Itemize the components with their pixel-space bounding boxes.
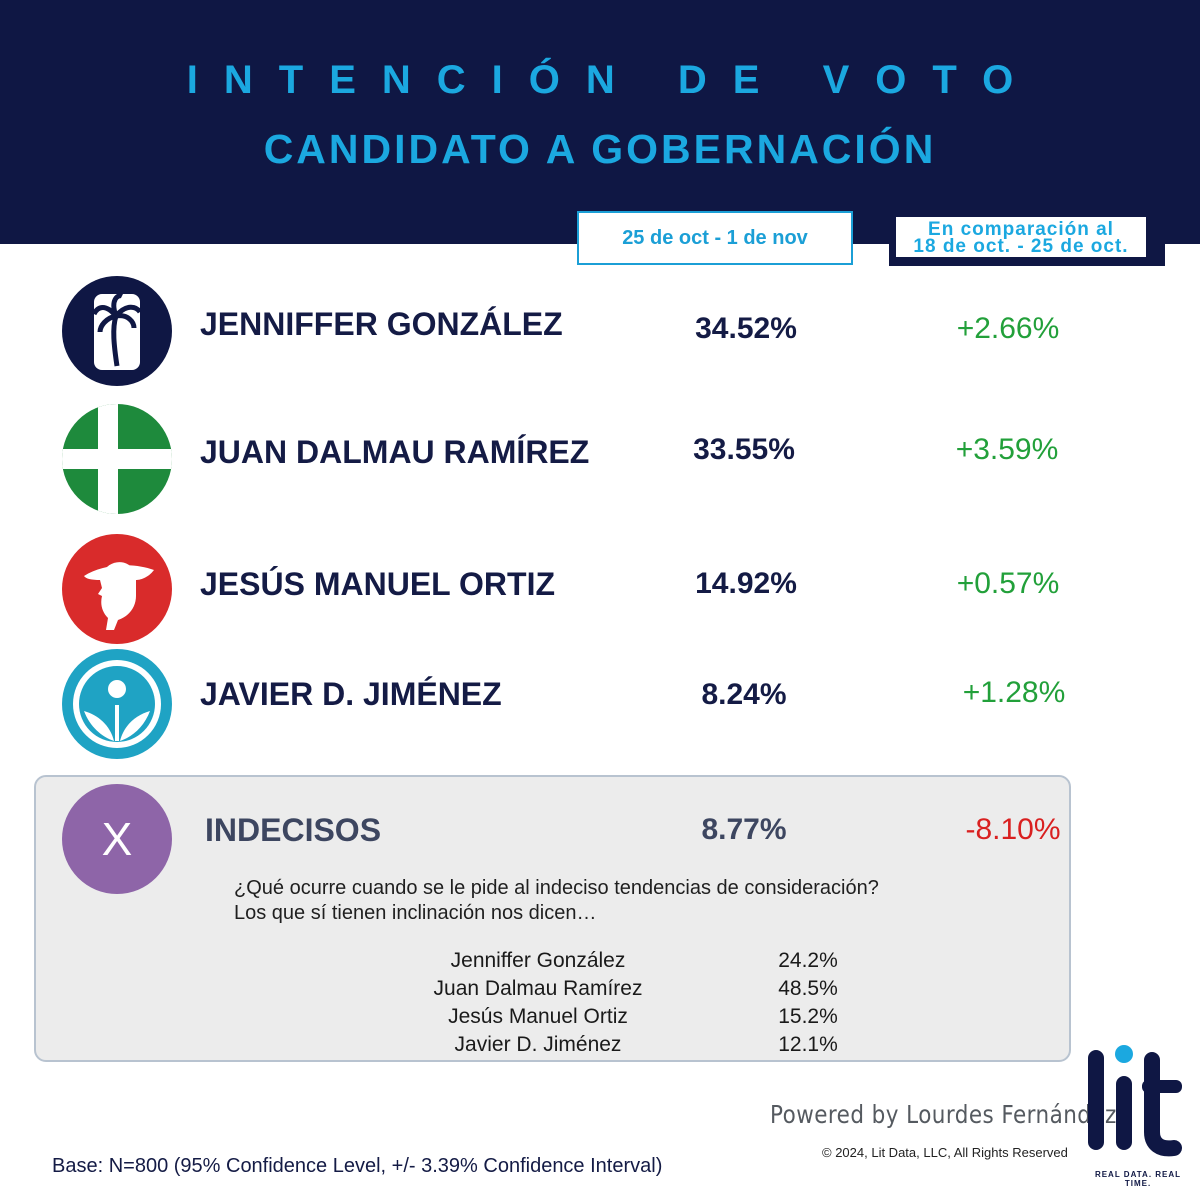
- undecided-label: INDECISOS: [205, 812, 382, 848]
- leaning-candidate-name: Javier D. Jiménez: [454, 1033, 622, 1056]
- comparison-line-2: 18 de oct. - 25 de oct.: [913, 236, 1129, 257]
- candidate-percentage: 14.92%: [695, 567, 797, 600]
- undecided-percentage: 8.77%: [701, 813, 787, 846]
- undecided-panel: [34, 775, 1071, 1062]
- leaning-value: 15.2%: [778, 1005, 838, 1028]
- leaning-value: 24.2%: [778, 949, 838, 972]
- candidate-change: +2.66%: [956, 312, 1060, 345]
- question-line-1: ¿Qué ocurre cuando se le pide al indecis…: [234, 877, 879, 899]
- comparison-label: En comparación al 18 de oct. - 25 de oct…: [896, 217, 1146, 257]
- title-line-2: CANDIDATO A GOBERNACIÓN: [263, 126, 937, 172]
- lit-tagline: REAL DATA. REAL TIME.: [1094, 1170, 1182, 1188]
- leaning-value: 12.1%: [778, 1033, 838, 1056]
- candidate-name: JUAN DALMAU RAMÍREZ: [200, 434, 590, 470]
- candidate-change: +1.28%: [962, 676, 1066, 709]
- jibaro-profile-logo-icon: [62, 534, 172, 644]
- candidate-name: JAVIER D. JIMÉNEZ: [200, 676, 502, 712]
- date-range-label: 25 de oct - 1 de nov: [577, 211, 853, 265]
- leaning-candidate-name: Jenniffer González: [450, 949, 626, 972]
- green-cross-logo-icon: [62, 404, 172, 514]
- lit-brand-logo-icon: [1082, 1040, 1194, 1190]
- sample-base-note: Base: N=800 (95% Confidence Level, +/- 3…: [52, 1155, 663, 1177]
- copyright-notice: © 2024, Lit Data, LLC, All Rights Reserv…: [822, 1145, 1068, 1160]
- title-line-1: INTENCIÓN DE VOTO: [186, 58, 1040, 102]
- candidate-percentage: 34.52%: [695, 312, 797, 345]
- comparison-line-1: En comparación al: [928, 219, 1114, 240]
- undecided-x-icon: X: [62, 784, 172, 894]
- undecided-change: -8.10%: [965, 813, 1061, 846]
- comparison-box: En comparación al 18 de oct. - 25 de oct…: [889, 212, 1165, 266]
- candidate-change: +0.57%: [956, 567, 1060, 600]
- leaning-value: 48.5%: [778, 977, 838, 1000]
- powered-by-credit: Powered by Lourdes Fernández: [770, 1100, 1117, 1129]
- palm-tree-logo-icon: [62, 276, 172, 386]
- leaning-candidate-name: Juan Dalmau Ramírez: [433, 977, 643, 1000]
- candidate-name: JESÚS MANUEL ORTIZ: [200, 566, 555, 602]
- header-banner: INTENCIÓN DE VOTO CANDIDATO A GOBERNACIÓ…: [0, 0, 1200, 244]
- candidate-change: +3.59%: [955, 433, 1059, 466]
- undecided-question: ¿Qué ocurre cuando se le pide al indecis…: [234, 876, 879, 926]
- leaning-candidate-name: Jesús Manuel Ortiz: [448, 1005, 628, 1028]
- question-line-2: Los que sí tienen inclinación nos dicen…: [234, 902, 597, 924]
- hands-figure-logo-icon: [62, 649, 172, 759]
- candidate-name: JENNIFFER GONZÁLEZ: [200, 306, 563, 342]
- candidate-percentage: 8.24%: [701, 678, 787, 711]
- candidate-percentage: 33.55%: [693, 433, 795, 466]
